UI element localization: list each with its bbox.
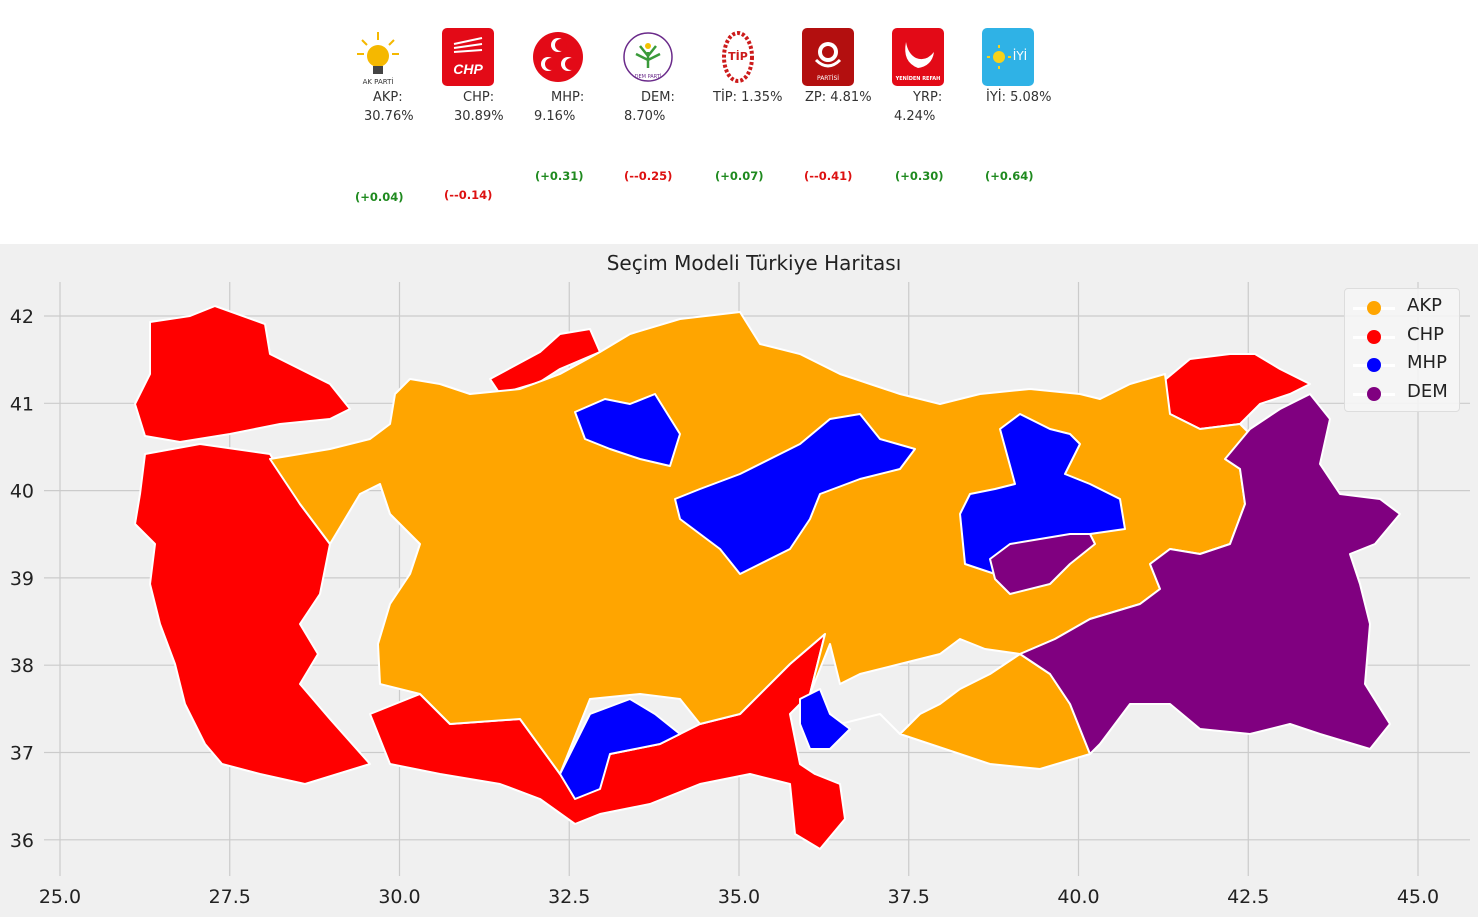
zp-delta: (--0.41)	[804, 169, 853, 183]
legend-item-chp: CHP	[1345, 322, 1459, 350]
provinces	[134, 305, 1401, 850]
iyi-delta: (+0.64)	[985, 169, 1034, 183]
chp-label: CHP: 30.89%	[454, 88, 504, 126]
mhp-name: MHP:	[551, 90, 585, 105]
chp-logo: CHP	[442, 28, 494, 86]
region-dem-east-2	[1019, 393, 1401, 755]
region-mhp-central-1	[574, 393, 681, 467]
zp-name: ZP: 4.81%	[805, 90, 872, 105]
dem-logo-text: DEM PARTİ	[635, 73, 662, 80]
chp-share: 30.89%	[454, 109, 504, 124]
map-panel: Seçim Modeli Türkiye Haritası 25.0 27.5 3	[0, 244, 1478, 917]
yrp-delta: (+0.30)	[895, 169, 944, 183]
y-tick-label: 42	[10, 306, 34, 328]
legend-mhp-label: MHP	[1407, 352, 1447, 373]
tip-logo-text: TİP	[728, 49, 748, 63]
mhp-label: MHP: 9.16%	[534, 88, 584, 126]
x-tick-label: 30.0	[378, 886, 420, 908]
yrp-name: YRP:	[913, 90, 943, 105]
dem-share: 8.70%	[624, 109, 666, 124]
region-chp-thrace	[134, 305, 351, 443]
y-tick-label: 38	[10, 655, 34, 677]
akp-delta: (+0.04)	[355, 190, 404, 204]
mhp-logo	[532, 28, 584, 86]
chp-delta: (--0.14)	[444, 188, 493, 202]
map-title: Seçim Modeli Türkiye Haritası	[606, 251, 902, 275]
x-tick-label: 40.0	[1057, 886, 1099, 908]
yrp-logo: YENİDEN REFAH	[892, 28, 944, 86]
legend-chp-dot	[1367, 330, 1381, 344]
y-tick-label: 40	[10, 481, 34, 503]
akp-label: AKP: 30.76%	[364, 88, 414, 126]
yrp-logo-text: YENİDEN REFAH	[895, 75, 941, 82]
x-tick-label: 45.0	[1397, 886, 1439, 908]
tip-label: TİP: 1.35%	[713, 88, 782, 107]
legend-item-dem: DEM	[1345, 379, 1459, 407]
region-dem-east-1	[989, 533, 1096, 595]
zp-logo: PARTİSİ	[802, 28, 854, 86]
legend-chp-label: CHP	[1407, 324, 1444, 345]
map-legend: AKP CHP MHP DEM	[1344, 288, 1460, 412]
legend-dem-dot	[1367, 387, 1381, 401]
legend-mhp-dot	[1367, 358, 1381, 372]
akp-logo-text: AK PARTİ	[363, 77, 394, 86]
results-header: AK PARTİ CHP	[0, 0, 1478, 244]
x-tick-label: 32.5	[548, 886, 590, 908]
x-tick-label: 35.0	[718, 886, 760, 908]
zp-logo-text: PARTİSİ	[817, 75, 839, 82]
x-tick-label: 27.5	[209, 886, 251, 908]
chp-name: CHP:	[463, 90, 495, 105]
legend-dem-label: DEM	[1407, 381, 1448, 402]
legend-akp-label: AKP	[1407, 295, 1442, 316]
axes: 25.0 27.5 30.0 32.5 35.0 37.5 40.0 42.5 45.0 42 41…	[10, 306, 1439, 908]
dem-name: DEM:	[641, 90, 675, 105]
y-tick-label: 41	[10, 393, 34, 415]
iyi-logo-text: İYİ	[1013, 48, 1027, 63]
iyi-label: İYİ: 5.08%	[986, 88, 1051, 107]
zp-label: ZP: 4.81%	[805, 88, 872, 107]
yrp-share: 4.24%	[894, 109, 936, 124]
tip-name: TİP: 1.35%	[713, 90, 783, 105]
mhp-share: 9.16%	[534, 109, 576, 124]
x-tick-label: 42.5	[1227, 886, 1269, 908]
turkey-map-plot: 25.0 27.5 30.0 32.5 35.0 37.5 40.0 42.5 45.0 42 41…	[10, 282, 1470, 908]
tip-logo: TİP	[712, 28, 764, 86]
akp-logo: AK PARTİ	[352, 28, 404, 86]
y-tick-label: 36	[10, 830, 34, 852]
dem-delta: (--0.25)	[624, 169, 673, 183]
legend-akp-dot	[1367, 301, 1381, 315]
iyi-logo: İYİ	[982, 28, 1034, 86]
y-tick-label: 37	[10, 743, 34, 765]
iyi-name: İYİ: 5.08%	[986, 90, 1052, 105]
region-mhp-central-2	[674, 413, 916, 575]
chp-logo-text: CHP	[453, 61, 483, 77]
akp-share: 30.76%	[364, 109, 414, 124]
x-tick-label: 37.5	[888, 886, 930, 908]
mhp-delta: (+0.31)	[535, 169, 584, 183]
akp-name: AKP:	[373, 90, 403, 105]
region-mhp-south-2	[799, 688, 851, 750]
yrp-label: YRP: 4.24%	[894, 88, 942, 126]
y-tick-label: 39	[10, 568, 34, 590]
legend-item-mhp: MHP	[1345, 350, 1459, 378]
tip-delta: (+0.07)	[715, 169, 764, 183]
region-mhp-south-1	[559, 698, 681, 800]
legend-item-akp: AKP	[1345, 293, 1459, 321]
dem-label: DEM: 8.70%	[624, 88, 675, 126]
x-tick-label: 25.0	[39, 886, 81, 908]
dem-logo: DEM PARTİ	[622, 28, 674, 86]
